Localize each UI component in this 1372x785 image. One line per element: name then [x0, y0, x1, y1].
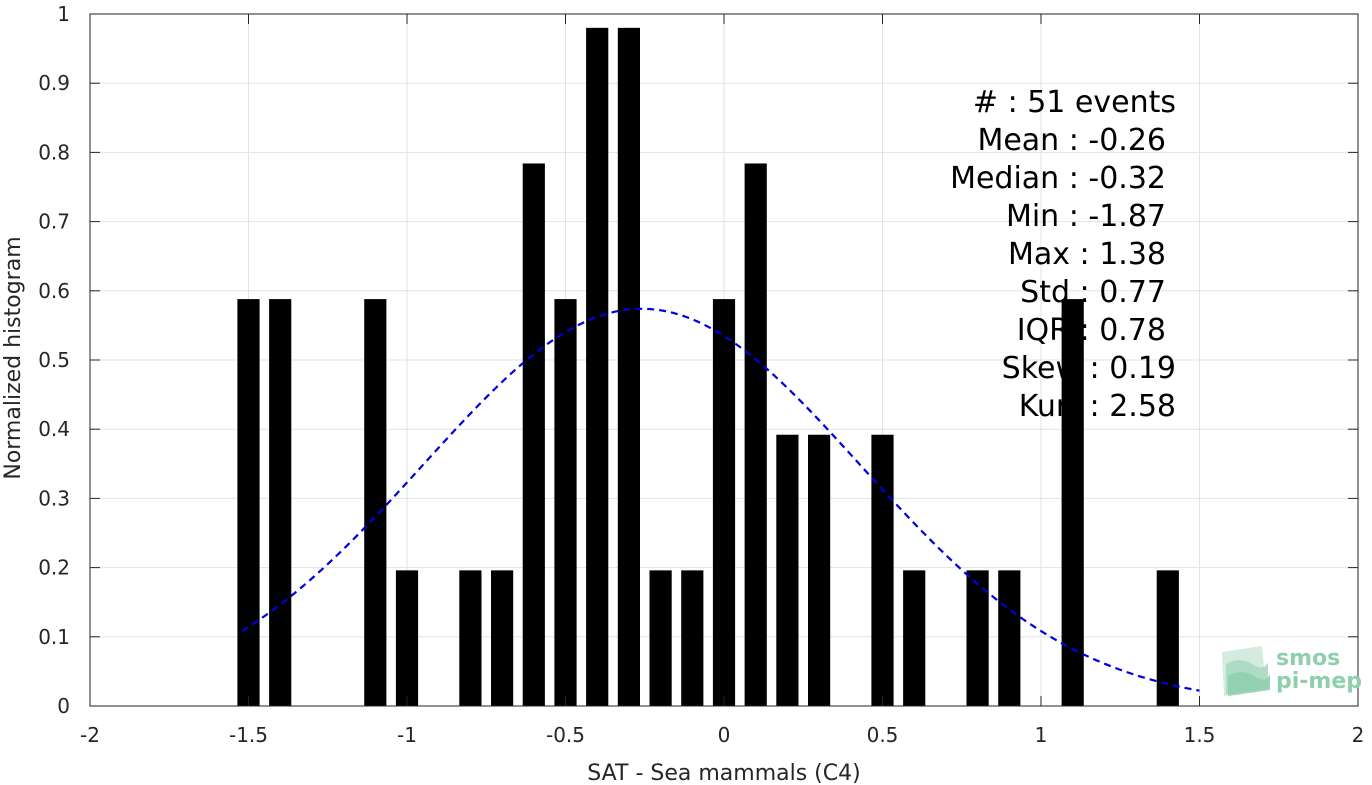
x-tick-label: -1: [397, 723, 417, 747]
x-axis-label: SAT - Sea mammals (C4): [587, 761, 860, 785]
histogram-bar: [237, 299, 260, 706]
histogram-bar: [395, 570, 419, 706]
stats-line: Max : 1.38: [1008, 237, 1166, 272]
histogram-bar: [998, 570, 1021, 706]
y-tick-label: 0: [57, 694, 70, 718]
x-tick-label: -0.5: [546, 723, 585, 747]
y-tick-label: 0.6: [38, 279, 70, 303]
stats-line: Median : -0.32: [950, 161, 1166, 196]
y-tick-label: 0.9: [38, 71, 70, 95]
histogram-bar: [554, 299, 577, 706]
histogram-bar: [681, 570, 704, 706]
stats-line: Skew : 0.19: [1002, 351, 1176, 386]
x-tick-label: 0.5: [867, 723, 899, 747]
histogram-bar: [966, 570, 989, 706]
y-tick-label: 0.7: [38, 210, 70, 234]
y-axis-label: Normalized histogram: [1, 236, 26, 479]
histogram-bar: [491, 570, 514, 706]
x-tick-label: 1.5: [1184, 723, 1216, 747]
y-tick-labels: 0 0.1 0.2 0.3 0.4 0.5 0.6 0.7 0.8 0.9 1: [38, 2, 70, 718]
gaussian-fit-curve: [241, 307, 1200, 692]
y-tick-label: 1: [57, 2, 70, 26]
y-tick-label: 0.4: [38, 417, 70, 441]
smos-pi-mep-logo: smos pi-mep: [1222, 646, 1362, 696]
x-tick-label: 1: [1035, 723, 1048, 747]
histogram-bar: [1156, 570, 1179, 706]
logo-waves-icon: [1222, 646, 1270, 696]
y-tick-label: 0.1: [38, 625, 70, 649]
histogram-bar: [1061, 299, 1084, 706]
histogram-bars: [237, 27, 1179, 707]
axis-ticks: [89, 13, 1359, 707]
histogram-bar: [712, 299, 736, 706]
stats-line: Mean : -0.26: [977, 123, 1166, 158]
histogram-bar: [808, 434, 831, 706]
stats-line: Kurt : 2.58: [1019, 389, 1176, 424]
stats-line: IQR : 0.78: [1017, 313, 1166, 348]
x-tick-label: -2: [80, 723, 100, 747]
histogram-bar: [649, 570, 672, 706]
histogram-bar: [871, 434, 894, 706]
y-tick-label: 0.3: [38, 486, 70, 510]
x-tick-label: -1.5: [229, 723, 268, 747]
histogram-bar: [459, 570, 482, 706]
stats-line: Min : -1.87: [1006, 199, 1166, 234]
histogram-bar: [586, 27, 609, 706]
histogram-bar: [617, 27, 640, 706]
x-tick-label: 0: [718, 723, 731, 747]
stats-line: # : 51 events: [973, 85, 1176, 120]
histogram-bar: [776, 434, 799, 706]
histogram-bar: [903, 570, 926, 706]
x-tick-labels: -2 -1.5 -1 -0.5 0 0.5 1 1.5 2: [80, 723, 1364, 747]
histogram-bar: [522, 163, 545, 707]
histogram-bar: [744, 163, 767, 707]
histogram-bar: [269, 299, 292, 706]
y-tick-label: 0.2: [38, 556, 70, 580]
logo-line-2: pi-mep: [1276, 669, 1362, 694]
logo-line-1: smos: [1276, 646, 1340, 671]
x-tick-label: 2: [1352, 723, 1365, 747]
stats-line: Std : 0.77: [1020, 275, 1166, 310]
y-tick-label: 0.8: [38, 140, 70, 164]
histogram-bar: [364, 299, 387, 706]
y-tick-label: 0.5: [38, 348, 70, 372]
